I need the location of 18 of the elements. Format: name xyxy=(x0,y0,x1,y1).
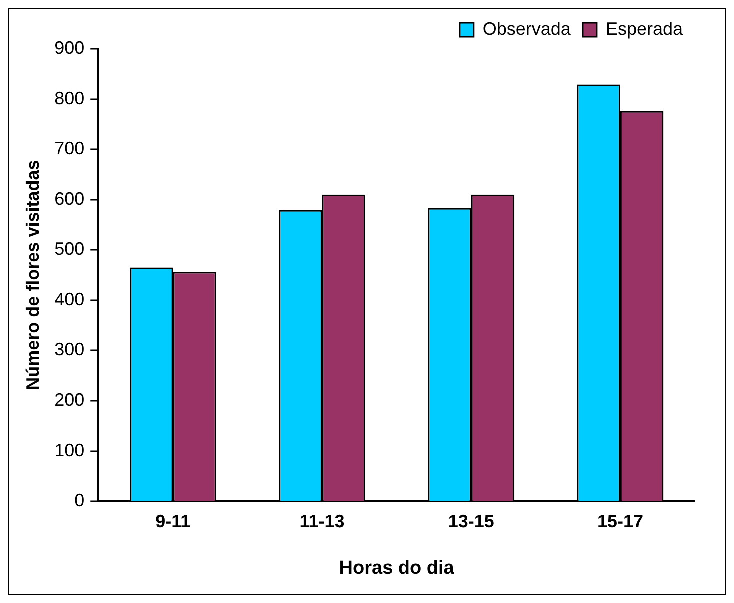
y-tick-label: 700 xyxy=(54,138,85,159)
y-tick-label: 400 xyxy=(54,289,85,310)
legend-label: Esperada xyxy=(606,18,684,39)
y-tick-label: 600 xyxy=(54,188,85,209)
x-tick-label: 9-11 xyxy=(156,511,191,532)
y-tick-label: 500 xyxy=(54,239,85,260)
x-axis-title: Horas do dia xyxy=(339,558,455,579)
y-tick-label: 800 xyxy=(54,88,85,108)
y-axis-title: Número de flores visitadas xyxy=(22,160,43,390)
y-tick-label: 0 xyxy=(74,490,85,511)
y-tick-label: 200 xyxy=(54,390,85,410)
x-tick-label: 15-17 xyxy=(597,511,644,532)
y-tick-label: 300 xyxy=(54,340,85,360)
legend-label: Observada xyxy=(482,18,572,39)
y-tick-label: 900 xyxy=(54,38,85,58)
x-tick-label: 13-15 xyxy=(448,511,494,532)
y-tick-label: 100 xyxy=(54,440,85,460)
x-tick-label: 11-13 xyxy=(300,511,345,532)
